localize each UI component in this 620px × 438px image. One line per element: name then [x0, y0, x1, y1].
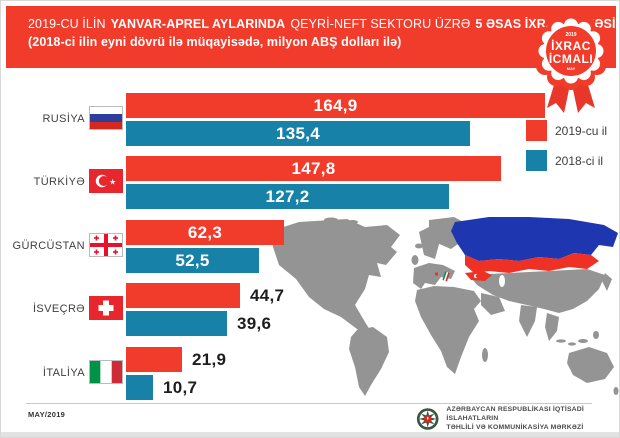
badge-month: MAY [567, 66, 576, 71]
chart-row-russia: RUSİYA 164,9 135,4 [1, 93, 619, 149]
header-banner: 2019-CU İLİN YANVAR-APREL AYLARINDA QEYRİ-… [6, 6, 616, 68]
flag-switzerland [89, 296, 123, 320]
bar-2018-russia: 135,4 [126, 121, 470, 146]
bar-2019-russia: 164,9 [126, 93, 545, 118]
chart-row-turkey: TÜRKİYƏ ★ 147,8 127,2 [1, 156, 619, 212]
chart-row-italy: İTALİYA 21,9 10,7 [1, 347, 619, 403]
flag-georgia [89, 233, 123, 257]
export-review-badge: 2019 İXRAC İCMALI MAY [532, 12, 610, 113]
title-segment-bold: YANVAR-APREL AYLARINDA [110, 17, 286, 31]
title-segment: 2019-CU İLİN [28, 17, 106, 31]
bar-value: 147,8 [291, 158, 336, 178]
bar-2018-italy [126, 375, 153, 400]
country-label: GÜRCÜSTAN [12, 240, 85, 252]
bar-value: 21,9 [192, 349, 227, 369]
legend-swatch-2019 [526, 120, 547, 141]
bar-value: 62,3 [187, 222, 223, 242]
bar-value: 39,6 [237, 313, 272, 333]
page-bottom-edge [1, 432, 619, 437]
organization-line1: AZƏRBAYCAN RESPUBLİKASI İQTİSADİ İSLAHAT… [446, 406, 584, 422]
chart-legend: 2019-cu il 2018-ci il [526, 120, 607, 180]
bar-2019-italy [126, 347, 182, 372]
bar-value: 127,2 [265, 186, 310, 206]
country-label: RUSİYA [42, 113, 85, 125]
flag-italy [89, 360, 123, 384]
legend-item-2019: 2019-cu il [526, 120, 607, 141]
title-segment: QEYRİ-NEFT SEKTORU ÜZRƏ [290, 17, 471, 31]
bar-2018-georgia: 52,5 [126, 248, 259, 273]
bar-value: 52,5 [175, 250, 210, 270]
bar-value: 135,4 [275, 123, 321, 143]
country-label: İSVEÇRƏ [32, 303, 85, 315]
legend-label: 2019-cu il [555, 123, 608, 138]
badge-line1: İXRAC [551, 38, 591, 53]
chart-row-georgia: GÜRCÜSTAN 62,3 52,5 [1, 220, 619, 276]
legend-swatch-2018 [526, 150, 547, 171]
organization-name: AZƏRBAYCAN RESPUBLİKASI İQTİSADİ İSLAHAT… [446, 405, 619, 432]
map-switzerland-highlight [435, 272, 438, 276]
bar-2019-georgia: 62,3 [126, 220, 284, 245]
badge-year: 2019 [565, 32, 576, 38]
bar-2018-turkey: 127,2 [126, 184, 449, 209]
svg-text:★: ★ [109, 177, 116, 186]
flag-turkey: ★ [89, 169, 123, 193]
footer-divider [26, 403, 592, 404]
legend-item-2018: 2018-ci il [526, 150, 607, 171]
flag-russia [89, 106, 123, 130]
footer-date: MAY/2019 [28, 410, 66, 419]
legend-label: 2018-ci il [555, 153, 604, 168]
seal-center [546, 26, 596, 76]
map-russia-highlight [451, 217, 618, 273]
bar-2018-switzerland [126, 311, 227, 336]
bar-value: 44,7 [250, 285, 285, 305]
world-map [271, 217, 619, 396]
country-label: TÜRKİYƏ [33, 176, 85, 188]
organization-line2: TƏHLİLİ VƏ KOMMUNİKASİYA MƏRKƏZİ [446, 424, 584, 431]
chart-row-switzerland: İSVEÇRƏ 44,7 39,6 [1, 283, 619, 339]
bar-2019-switzerland [126, 283, 240, 308]
map-italy-highlight [442, 271, 450, 282]
page-subtitle: (2018-ci ilin eyni dövrü ilə müqayisədə,… [28, 35, 402, 49]
bar-value: 164,9 [313, 95, 358, 115]
bar-value: 10,7 [163, 377, 198, 397]
bar-2019-turkey: 147,8 [126, 156, 501, 181]
badge-line2: İCMALI [549, 51, 593, 66]
footer-organization: AZƏRBAYCAN RESPUBLİKASI İQTİSADİ İSLAHAT… [416, 405, 619, 432]
state-emblem-icon [416, 407, 439, 430]
country-label: İTALİYA [42, 367, 85, 379]
map-turkey-highlight [465, 271, 492, 281]
